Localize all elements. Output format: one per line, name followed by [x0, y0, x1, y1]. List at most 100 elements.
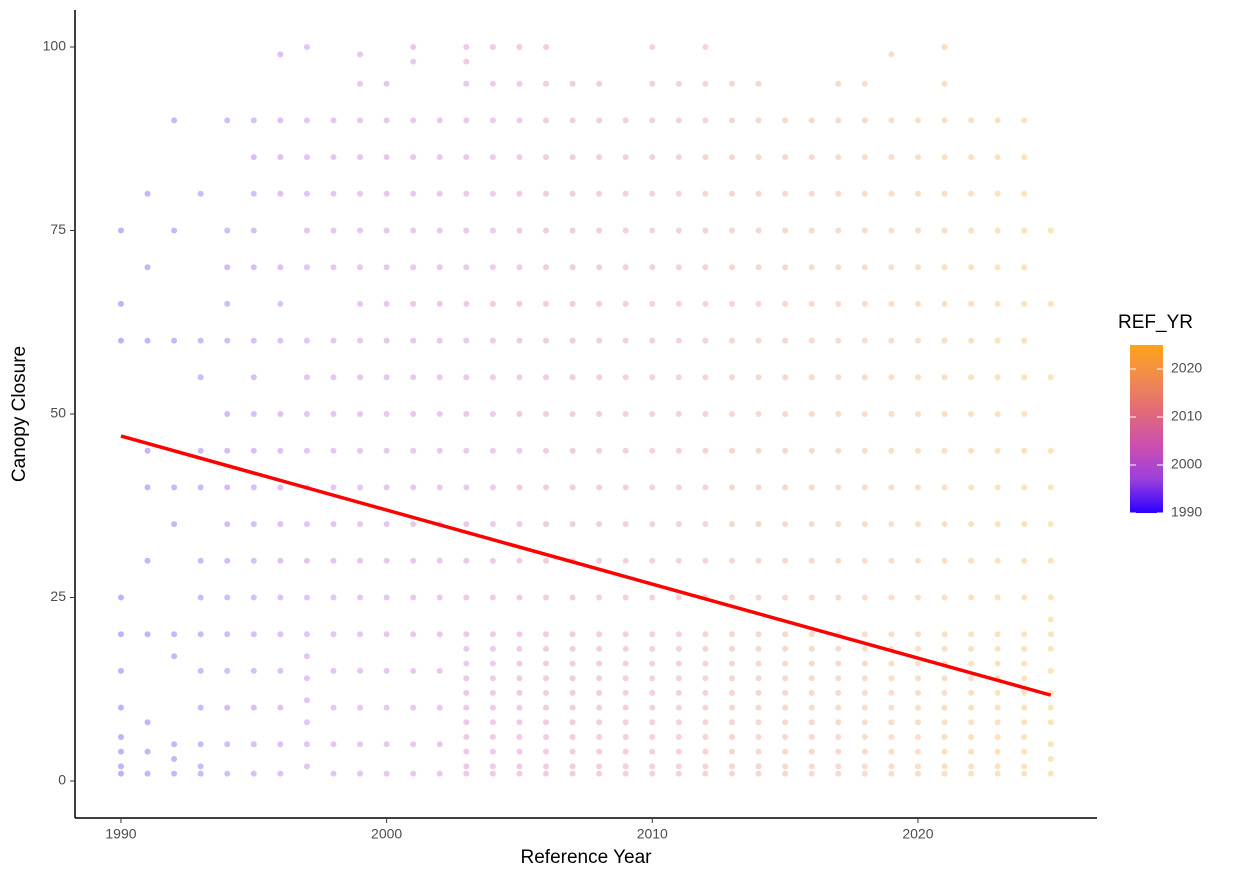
point: [914, 704, 921, 711]
point: [383, 80, 390, 87]
point: [702, 190, 709, 197]
point: [755, 411, 762, 417]
point: [888, 660, 895, 667]
point: [410, 484, 417, 491]
point: [1021, 154, 1028, 161]
point: [835, 154, 842, 161]
point: [1047, 484, 1054, 491]
point: [463, 43, 470, 50]
point: [383, 484, 390, 491]
point: [861, 337, 868, 344]
point: [808, 770, 815, 777]
point: [436, 741, 443, 748]
point: [968, 748, 975, 755]
point: [994, 264, 1001, 271]
point: [410, 667, 417, 674]
point: [463, 264, 470, 271]
point: [861, 660, 868, 667]
point: [941, 748, 948, 755]
point: [489, 594, 496, 601]
point: [197, 741, 204, 748]
point: [994, 748, 1001, 755]
point: [171, 741, 178, 748]
point: [224, 300, 231, 307]
point: [835, 748, 842, 755]
point: [888, 521, 895, 528]
point: [330, 521, 337, 528]
point: [808, 264, 815, 271]
point: [675, 719, 682, 726]
point: [277, 667, 284, 674]
point: [622, 374, 629, 381]
point: [888, 675, 895, 682]
point: [968, 117, 975, 124]
point: [489, 374, 496, 381]
point: [144, 190, 151, 197]
point: [569, 374, 576, 381]
point: [357, 594, 364, 601]
point: [516, 763, 523, 770]
point: [702, 43, 709, 50]
point: [144, 631, 151, 638]
point: [1021, 689, 1028, 696]
point: [277, 631, 284, 638]
point: [782, 557, 789, 564]
point: [383, 770, 390, 777]
point: [702, 748, 709, 755]
point: [649, 447, 656, 454]
point: [543, 447, 550, 454]
point: [702, 117, 709, 124]
point: [649, 763, 656, 770]
point: [596, 337, 603, 344]
point: [436, 190, 443, 197]
point: [543, 704, 550, 711]
point: [835, 117, 842, 124]
point: [941, 770, 948, 777]
point: [383, 300, 390, 307]
point: [675, 557, 682, 564]
point: [782, 227, 789, 234]
point: [968, 374, 975, 381]
point: [489, 557, 496, 564]
point: [543, 631, 550, 638]
point: [117, 594, 124, 601]
point: [1021, 645, 1028, 652]
point: [675, 733, 682, 740]
point: [410, 631, 417, 638]
point: [303, 227, 310, 234]
point: [782, 117, 789, 124]
point: [1021, 300, 1028, 307]
point: [410, 43, 417, 50]
point: [728, 689, 735, 696]
point: [250, 594, 257, 601]
point: [357, 117, 364, 124]
x-tick-label: 2020: [902, 826, 933, 842]
point: [596, 411, 603, 417]
point: [755, 557, 762, 564]
point: [702, 763, 709, 770]
point: [622, 264, 629, 271]
point: [489, 43, 496, 50]
point: [1047, 719, 1054, 726]
point: [516, 374, 523, 381]
point: [675, 675, 682, 682]
point: [888, 704, 895, 711]
point: [436, 631, 443, 638]
point: [117, 733, 124, 740]
point: [1021, 557, 1028, 564]
point: [649, 689, 656, 696]
point: [171, 770, 178, 777]
point: [436, 337, 443, 344]
point: [303, 763, 310, 770]
point: [968, 719, 975, 726]
point: [808, 557, 815, 564]
point: [702, 675, 709, 682]
point: [728, 154, 735, 161]
point: [649, 719, 656, 726]
point: [914, 733, 921, 740]
point: [383, 741, 390, 748]
point: [357, 227, 364, 234]
point: [463, 374, 470, 381]
point: [543, 557, 550, 564]
